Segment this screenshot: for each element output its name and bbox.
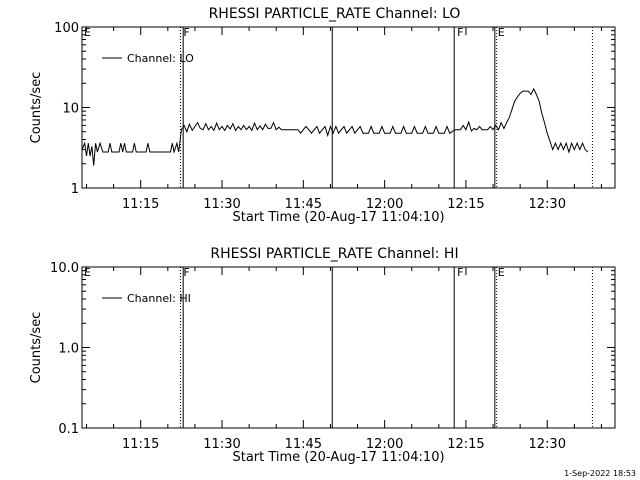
- x-axis-label: Start Time (20-Aug-17 11:04:10): [232, 210, 444, 225]
- event-flag-label: E: [84, 26, 91, 39]
- x-tick-label: 11:45: [285, 437, 322, 452]
- y-tick-label: 1: [71, 182, 79, 197]
- event-flag-label: F: [457, 266, 463, 279]
- footer-timestamp: 1-Sep-2022 18:53: [564, 469, 636, 478]
- y-axis-label: Counts/sec: [29, 312, 44, 384]
- event-flag-label: E: [498, 26, 505, 39]
- x-tick-label: 12:30: [529, 197, 566, 212]
- y-tick-label: 1.0: [58, 342, 79, 357]
- x-tick-label: 12:15: [447, 197, 484, 212]
- x-tick-label: 12:00: [366, 437, 403, 452]
- y-tick-label: 10: [62, 102, 79, 117]
- event-flag-label: E: [84, 266, 91, 279]
- chart-title: RHESSI PARTICLE_RATE Channel: HI: [210, 246, 458, 262]
- x-tick-label: 11:30: [203, 437, 240, 452]
- x-tick-label: 11:15: [122, 437, 159, 452]
- event-flag-label: F: [183, 26, 189, 39]
- hi-channel-panel: RHESSI PARTICLE_RATE Channel: HI Counts/s…: [29, 246, 616, 465]
- y-tick-label: 100: [54, 21, 79, 36]
- lo-channel-panel: RHESSI PARTICLE_RATE Channel: LO Counts/s…: [29, 6, 616, 225]
- y-axis-label: Counts/sec: [29, 72, 44, 144]
- y-tick-label: 10.0: [50, 261, 79, 276]
- event-flag-label: E: [498, 266, 505, 279]
- x-tick-label: 12:15: [447, 437, 484, 452]
- legend-label: Channel: LO: [127, 52, 194, 65]
- x-tick-label: 12:00: [366, 197, 403, 212]
- x-tick-label: 11:45: [285, 197, 322, 212]
- legend-label: Channel: HI: [127, 292, 191, 305]
- y-tick-label: 0.1: [58, 422, 79, 437]
- series-line: [81, 87, 589, 166]
- event-flag-label: F: [457, 26, 463, 39]
- event-flag-label: F: [183, 266, 189, 279]
- x-tick-label: 11:15: [122, 197, 159, 212]
- x-axis-label: Start Time (20-Aug-17 11:04:10): [232, 450, 444, 465]
- chart-title: RHESSI PARTICLE_RATE Channel: LO: [209, 6, 461, 22]
- x-tick-label: 12:30: [529, 437, 566, 452]
- x-tick-label: 11:30: [203, 197, 240, 212]
